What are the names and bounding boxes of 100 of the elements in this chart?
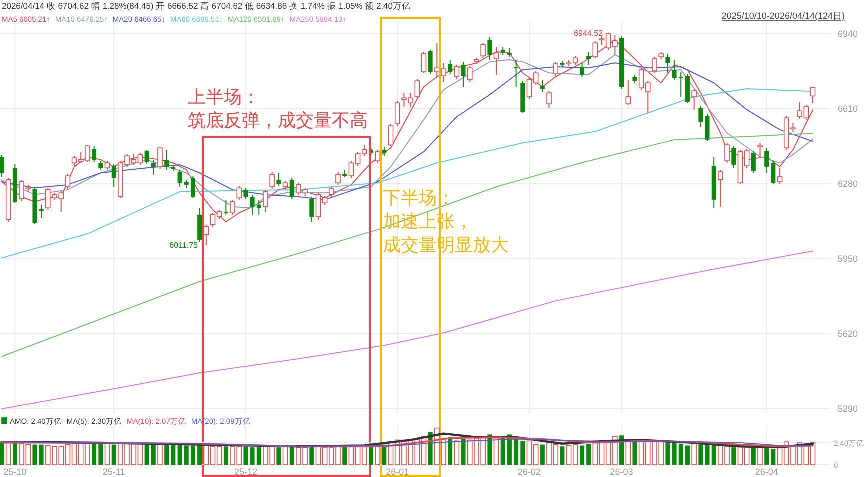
candlestick [580,62,584,78]
candlestick [224,199,228,216]
candlestick [39,204,44,219]
bar [171,444,176,465]
bar [678,444,684,465]
candlestick [454,64,460,80]
bar [290,446,294,465]
bar [685,446,690,465]
candlestick [777,168,783,185]
bar [500,438,506,465]
bar [580,446,584,465]
bar [98,442,104,465]
candlestick [290,178,294,200]
bar [342,446,348,465]
candlestick [178,169,182,188]
chart-title: 2026/04/14 收 6704.62 幅 1.28%(84.45) 开 6666.52 高 6704.62 低 6634.86 换 1.74% 振 1.05% 额 2.40万亿 [2,1,412,11]
candlestick [698,106,704,128]
x-tick-label: 25-12 [234,467,258,477]
annotation: 上半场：筑底反弹，成交量不高 [188,87,368,130]
candlestick [276,172,282,187]
candlestick [434,42,440,78]
y-tick-label: 5290 [838,404,858,414]
bar [698,442,704,465]
candlestick [652,56,658,74]
bar [771,449,776,465]
annotation: 6011.75 [170,241,199,250]
bar [751,446,756,465]
bar [198,444,202,465]
candlestick [65,174,71,190]
candlestick [151,159,156,176]
y-tick-label: 6610 [838,104,858,114]
bar [39,444,44,465]
bar [732,448,736,465]
annotation: 6944.52 [574,29,604,38]
candlestick [329,186,334,198]
candlestick [388,124,394,147]
candlestick [546,90,552,109]
candlestick [494,46,500,76]
candlestick [514,59,519,88]
bar [32,444,38,465]
bar [448,437,453,465]
bar [256,448,262,465]
bar [224,446,228,465]
candlestick [666,54,670,74]
candlestick [204,224,210,246]
bar [712,444,716,465]
candlestick [751,150,756,174]
candlestick [718,169,724,208]
candlestick [158,146,163,170]
candlestick [263,189,268,212]
line-series [2,133,814,358]
candlestick [92,146,97,162]
x-tick-label: 26-02 [518,467,541,477]
bar [764,448,770,465]
candlestick [421,51,427,74]
bar [666,442,670,465]
candlestick [467,66,473,82]
candlestick [448,59,453,75]
bar [514,438,519,465]
candlestick [626,79,632,106]
bar [382,444,387,465]
x-tick-label: 26-01 [386,467,410,477]
candlestick [310,196,314,222]
bar [244,446,248,465]
candlestick [553,61,558,77]
x-tick-label: 26-04 [755,467,778,477]
candlestick [705,114,710,142]
candlestick [0,154,4,178]
candlestick [441,62,446,82]
x-tick-label: 25-11 [102,467,126,477]
bar [560,446,565,465]
x-tick-label: 26-03 [610,467,634,477]
candlestick [394,100,400,127]
y-tick-label: 6280 [838,179,858,190]
candlestick [810,87,816,104]
bar [164,444,170,465]
candlestick [256,199,262,216]
candlestick [270,171,275,190]
candlestick [586,51,592,66]
candlestick [480,42,486,59]
candlestick [244,188,248,200]
bar [190,446,196,465]
candlestick [236,186,242,200]
candlestick [190,176,196,199]
bar [151,444,156,465]
candlestick [771,160,776,185]
candlestick [764,148,770,174]
candlestick [758,142,763,158]
bar [144,444,150,465]
candlestick [678,71,684,98]
bar [178,444,182,465]
bar [310,446,314,465]
bar [112,444,116,465]
x-tick-label: 25-10 [4,467,27,477]
bar [276,448,282,465]
bar [632,442,638,465]
bar [520,441,526,465]
candlestick [250,194,255,216]
candlestick [375,149,380,164]
candlestick [164,149,170,170]
